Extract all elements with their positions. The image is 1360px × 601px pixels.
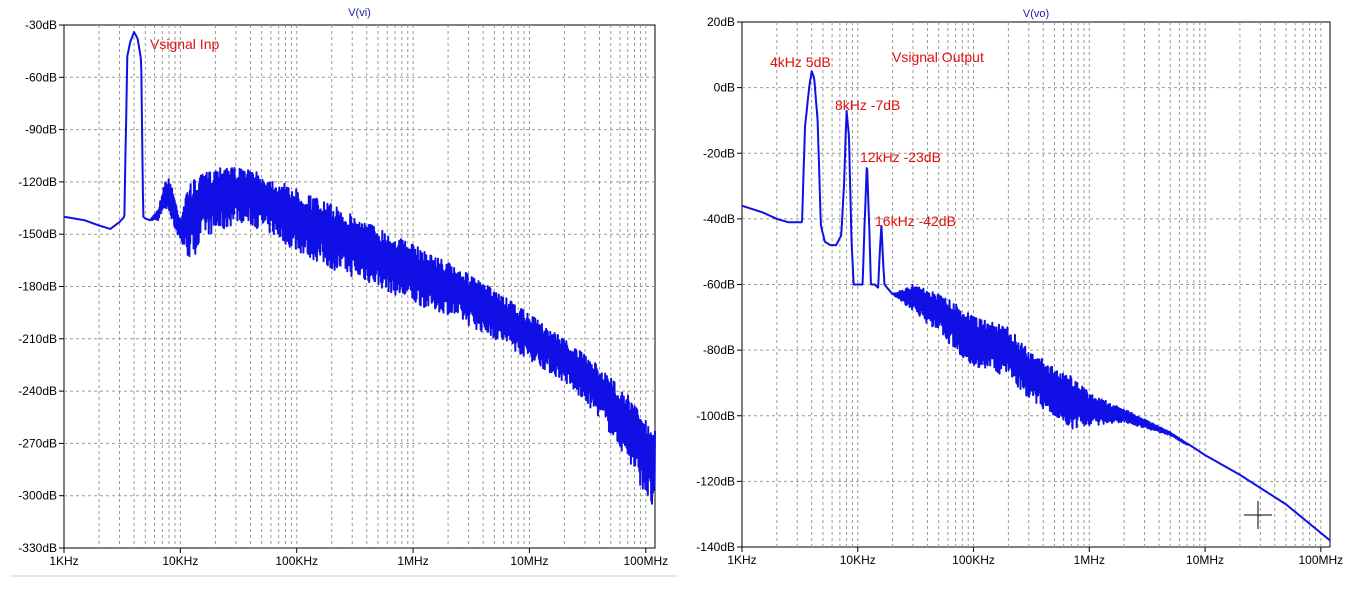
y-tick-label: 20dB: [707, 15, 735, 29]
y-tick-label: -270dB: [18, 436, 57, 450]
x-tick-label: 100MHz: [623, 554, 668, 568]
x-tick-label: 100KHz: [952, 553, 995, 567]
chart-vi: -30dB -60dB -90dB -120dB -150dB -180dB -210dB -…: [18, 7, 668, 568]
annotation-label: 8kHz -7dB: [835, 97, 900, 113]
y-tick-label: -120dB: [18, 175, 57, 189]
y-tick-label: -210dB: [18, 332, 57, 346]
x-tick-label: 10KHz: [162, 554, 198, 568]
y-tick-label: -60dB: [25, 70, 57, 84]
y-tick-label: -330dB: [18, 541, 57, 555]
x-tick-label: 100KHz: [275, 554, 318, 568]
y-tick-label: 0dB: [714, 81, 735, 95]
y-tick-label: -20dB: [703, 146, 735, 160]
y-tick-label: -120dB: [696, 474, 735, 488]
x-tick-label: 1KHz: [49, 554, 78, 568]
trace-title: V(vi): [348, 7, 371, 19]
x-tick-label: 1KHz: [727, 553, 756, 567]
x-tick-label: 1MHz: [397, 554, 428, 568]
series-line: [741, 70, 1331, 542]
y-tick-label: -240dB: [18, 384, 57, 398]
y-tick-label: -90dB: [25, 123, 57, 137]
x-tick-label: 100MHz: [1298, 553, 1343, 567]
annotation-label: 16kHz -42dB: [875, 213, 956, 229]
annotation-label: 4kHz 5dB: [770, 54, 831, 70]
y-tick-label: -300dB: [18, 489, 57, 503]
series-line: [63, 31, 656, 505]
trace-title: V(vo): [1023, 8, 1049, 20]
chart-vo: 20dB 0dB -20dB -40dB -60dB -80dB -100dB -120dB -…: [696, 8, 1343, 567]
x-tick-label: 1MHz: [1074, 553, 1105, 567]
y-tick-label: -180dB: [18, 280, 57, 294]
y-tick-label: -60dB: [703, 278, 735, 292]
y-tick-label: -100dB: [696, 409, 735, 423]
y-tick-label: -40dB: [703, 212, 735, 226]
x-tick-label: 10KHz: [840, 553, 876, 567]
y-tick-label: -140dB: [696, 540, 735, 554]
annotation-label: Vsignal Output: [892, 49, 984, 65]
x-tick-label: 10MHz: [510, 554, 548, 568]
y-tick-label: -80dB: [703, 343, 735, 357]
y-tick-label: -30dB: [25, 18, 57, 32]
annotation-label: 12kHz -23dB: [860, 149, 941, 165]
annotation-label: Vsignal Inp: [150, 36, 219, 52]
x-tick-label: 10MHz: [1186, 553, 1224, 567]
y-tick-label: -150dB: [18, 227, 57, 241]
